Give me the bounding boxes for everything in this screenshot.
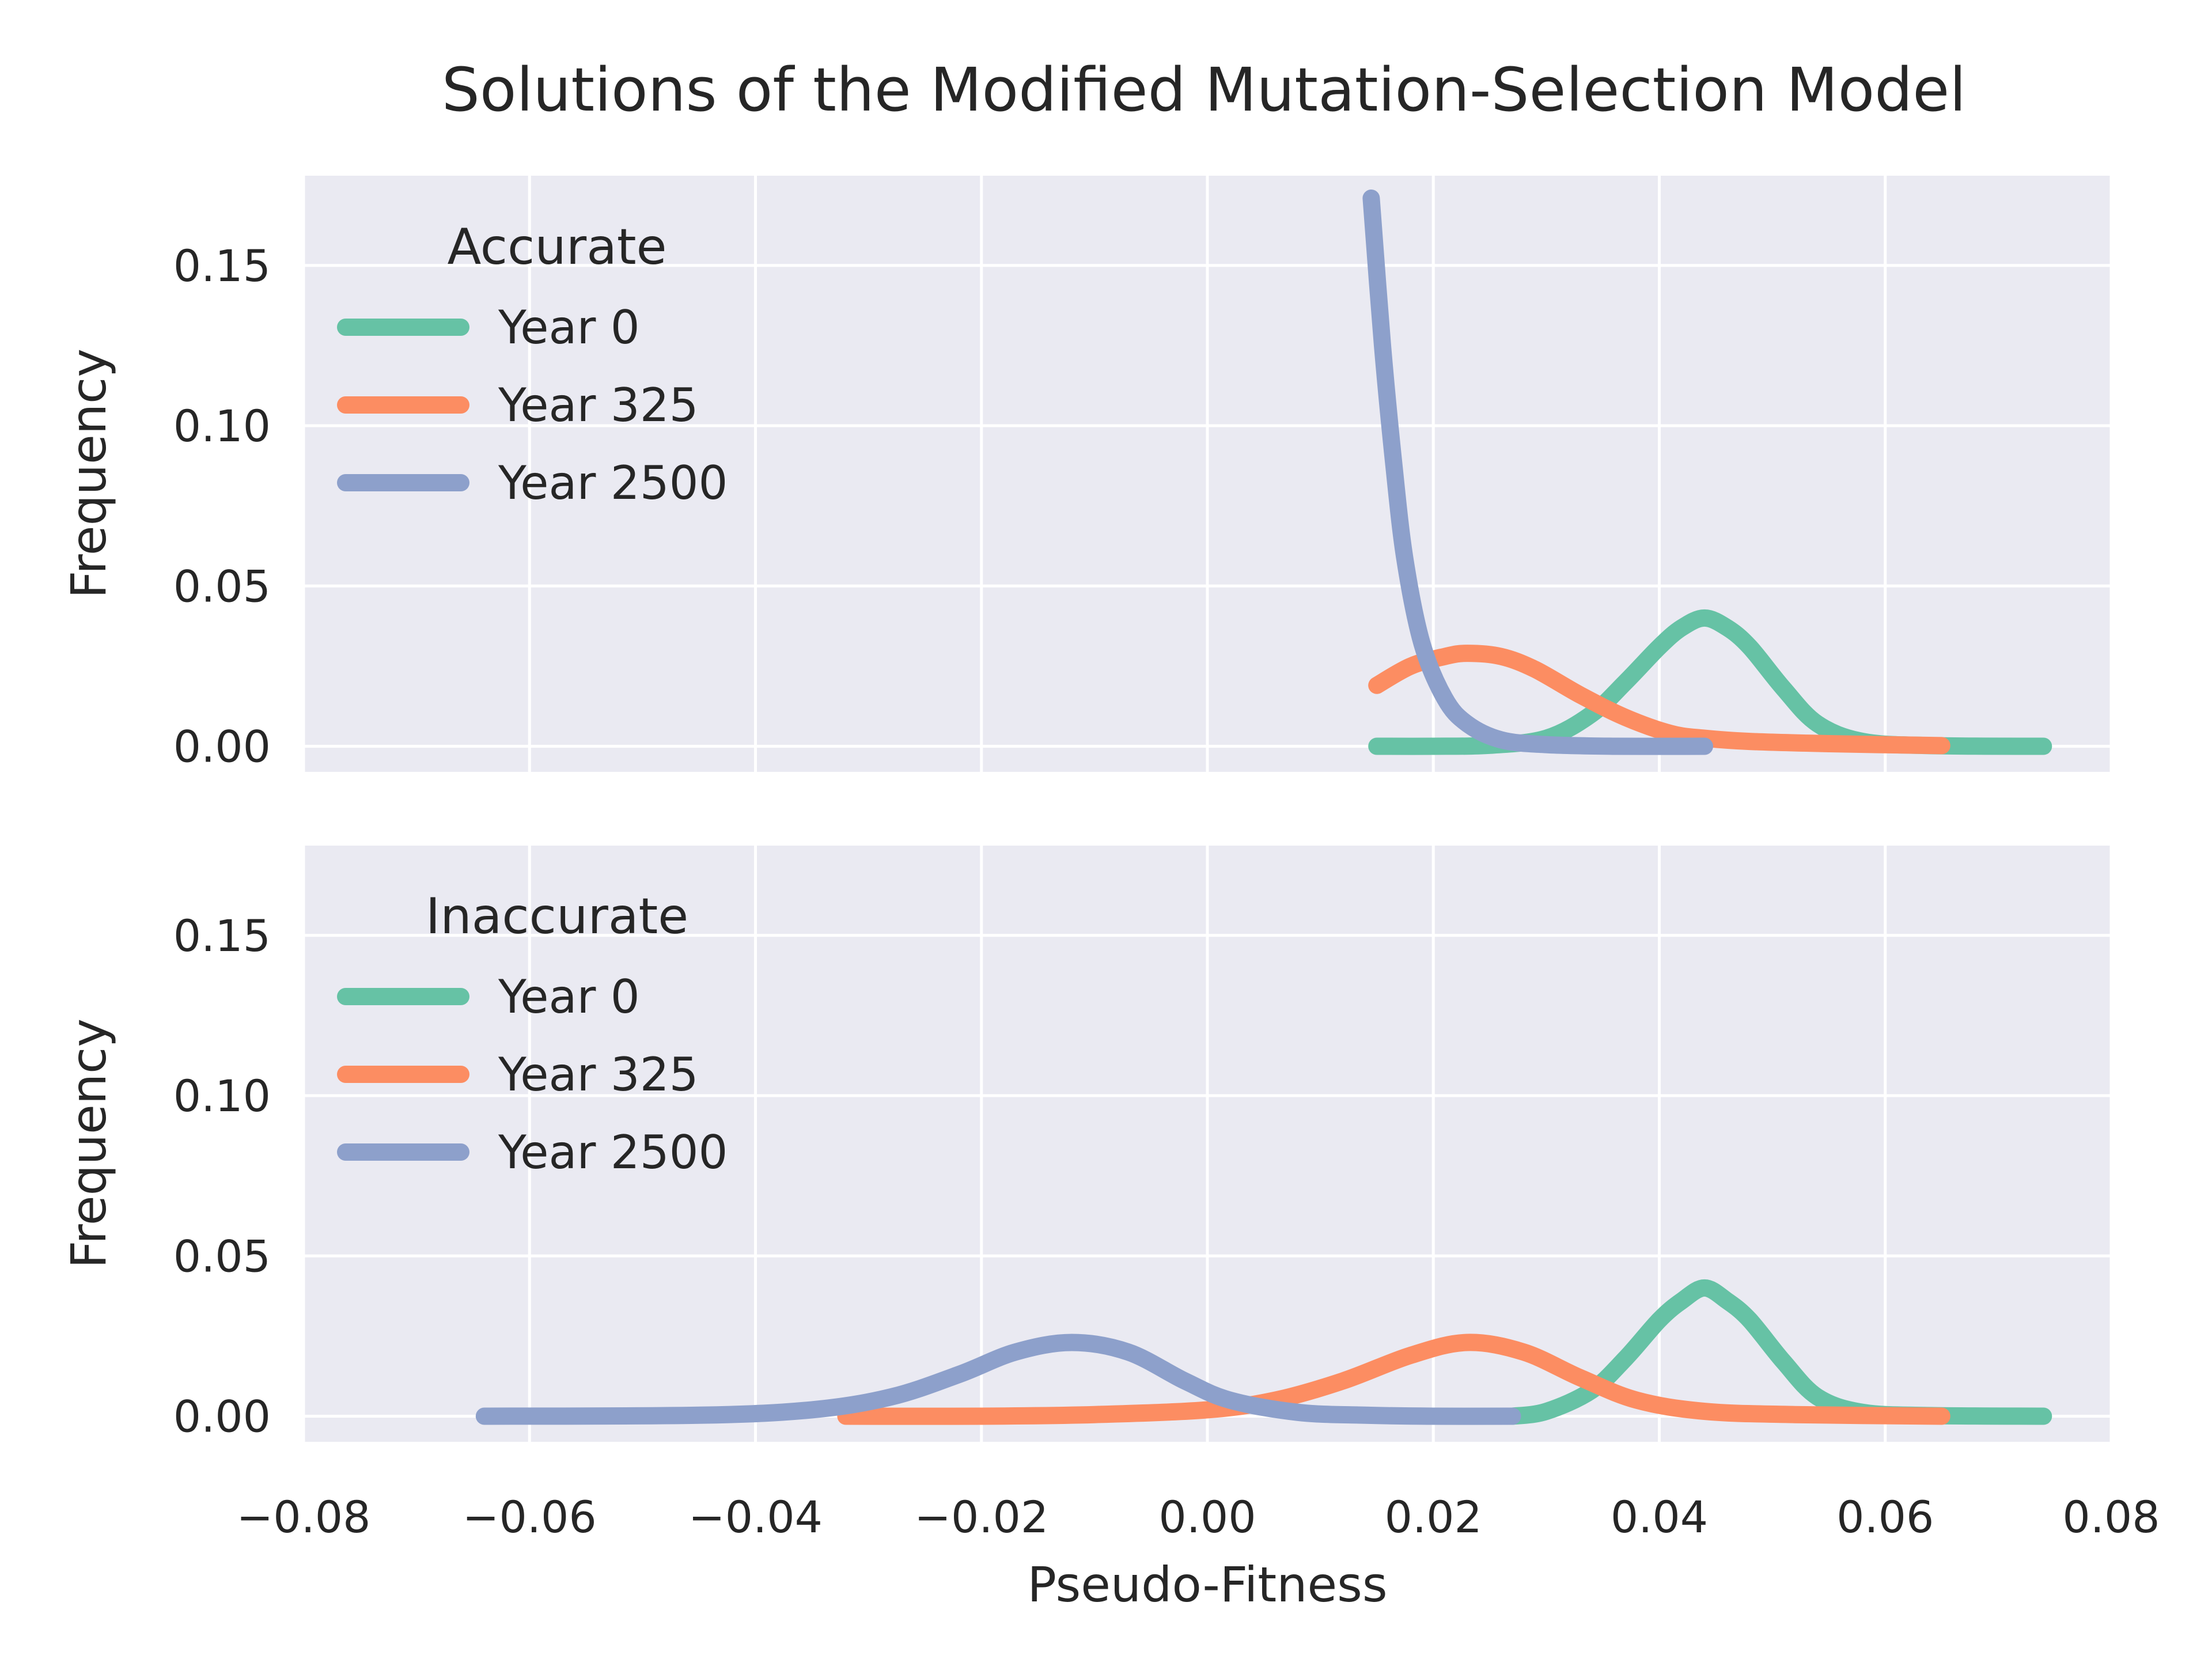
x-tick-label: −0.04	[688, 1491, 823, 1543]
panel-accurate: 0.00 0.05 0.10 0.15 Frequency Accurate Year…	[60, 176, 2113, 772]
legend-label-year-0: Year 0	[498, 970, 640, 1024]
panel-inaccurate-y-axis-label: Frequency	[60, 1018, 117, 1268]
y-tick-label: 0.10	[173, 400, 271, 452]
legend-label-year-0: Year 0	[498, 301, 640, 354]
x-tick-label: 0.08	[2062, 1491, 2160, 1543]
legend-label-year-2500: Year 2500	[498, 456, 728, 510]
panel-accurate-y-axis-label: Frequency	[60, 349, 117, 599]
y-tick-label: 0.05	[173, 560, 271, 612]
x-ticks: −0.08 −0.06 −0.04 −0.02 0.00 0.02 0.04 0.06 0.08	[237, 1491, 2160, 1543]
panel-accurate-legend: Accurate Year 0 Year 325 Year 2500	[337, 218, 728, 510]
series-line-year-2500	[475, 1334, 1521, 1425]
x-axis-label: Pseudo-Fitness	[1027, 1556, 1387, 1613]
legend-label-year-325: Year 325	[498, 378, 699, 432]
panel-accurate-y-ticks: 0.00 0.05 0.10 0.15	[173, 240, 271, 772]
legend-label-year-2500: Year 2500	[498, 1126, 728, 1179]
panel-inaccurate-series	[475, 1279, 2052, 1425]
y-tick-label: 0.15	[173, 240, 271, 291]
x-tick-label: −0.06	[463, 1491, 597, 1543]
x-tick-label: −0.08	[237, 1491, 371, 1543]
y-tick-label: 0.00	[173, 721, 271, 772]
series-line-year-325	[1368, 645, 1950, 755]
legend-label-year-325: Year 325	[498, 1048, 699, 1101]
x-tick-label: 0.06	[1836, 1491, 1934, 1543]
legend-title-inaccurate: Inaccurate	[426, 888, 688, 945]
x-tick-label: 0.04	[1611, 1491, 1708, 1543]
x-tick-label: 0.00	[1158, 1491, 1256, 1543]
x-tick-label: 0.02	[1385, 1491, 1482, 1543]
panel-inaccurate: 0.00 0.05 0.10 0.15 Frequency Inaccurate Ye…	[60, 846, 2113, 1442]
series-line-year-2500	[1362, 190, 1713, 755]
x-tick-label: −0.02	[914, 1491, 1048, 1543]
chart-title: Solutions of the Modified Mutation-Selec…	[442, 55, 1966, 125]
panel-accurate-series	[1362, 190, 2052, 755]
y-tick-label: 0.15	[173, 910, 271, 961]
series-line-year-325	[837, 1334, 1950, 1425]
y-tick-label: 0.10	[173, 1070, 271, 1122]
y-tick-label: 0.05	[173, 1230, 271, 1282]
y-tick-label: 0.00	[173, 1391, 271, 1442]
panel-inaccurate-y-ticks: 0.00 0.05 0.10 0.15	[173, 910, 271, 1442]
panel-inaccurate-legend: Inaccurate Year 0 Year 325 Year 2500	[337, 888, 728, 1179]
legend-title-accurate: Accurate	[447, 218, 666, 276]
